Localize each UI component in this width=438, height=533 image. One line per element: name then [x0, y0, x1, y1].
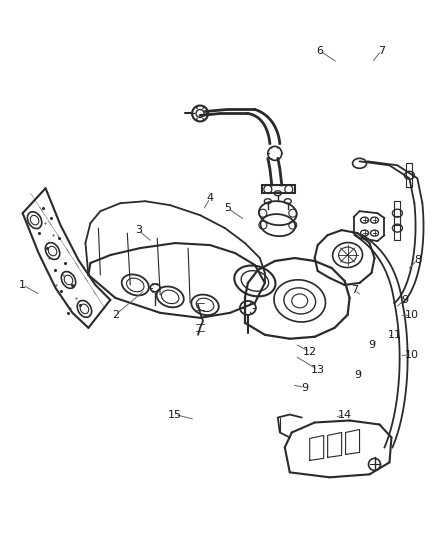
Text: 2: 2 [112, 310, 119, 320]
Text: 10: 10 [404, 350, 418, 360]
Text: 7: 7 [351, 285, 358, 295]
Text: 12: 12 [303, 347, 317, 357]
Text: 5: 5 [224, 203, 231, 213]
Text: 3: 3 [135, 225, 142, 235]
Text: 8: 8 [414, 255, 421, 265]
Text: 13: 13 [311, 365, 325, 375]
Text: 4: 4 [206, 193, 214, 203]
Text: 9: 9 [301, 383, 308, 393]
Text: 9: 9 [401, 295, 408, 305]
Text: 6: 6 [316, 46, 323, 55]
Text: 15: 15 [168, 409, 182, 419]
Text: 1: 1 [19, 280, 26, 290]
Text: 10: 10 [404, 310, 418, 320]
Text: 9: 9 [368, 340, 375, 350]
Text: 7: 7 [378, 46, 385, 55]
Text: 11: 11 [388, 330, 402, 340]
Text: 14: 14 [338, 409, 352, 419]
Text: 9: 9 [354, 370, 361, 379]
